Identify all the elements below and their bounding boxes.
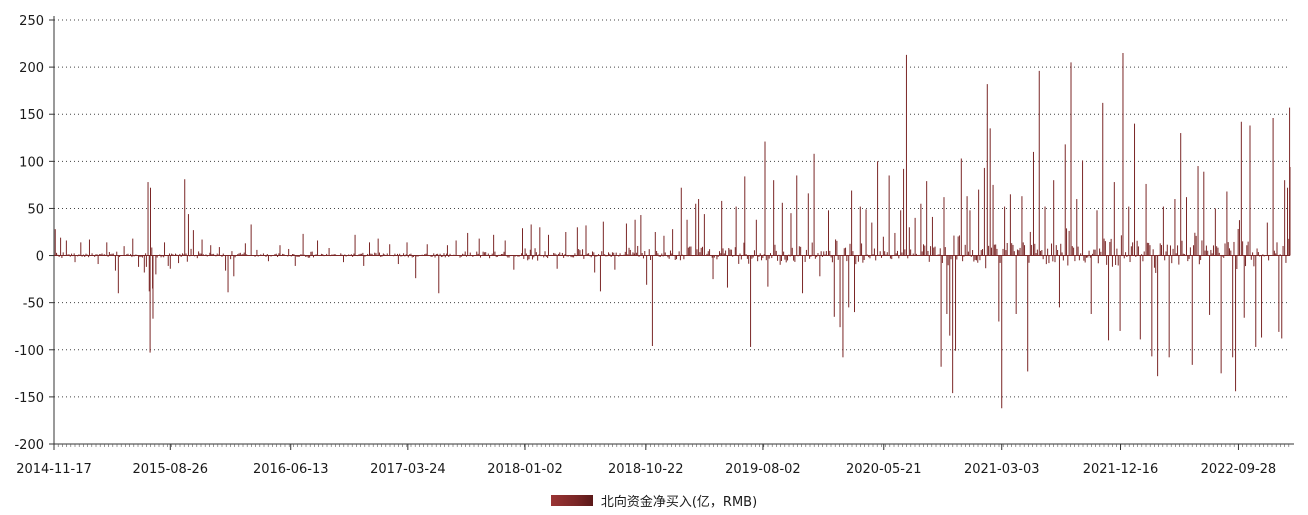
legend-swatch	[550, 494, 593, 506]
x-tick-label: 2018-01-02	[487, 462, 563, 477]
x-tick-label: 2018-10-22	[608, 462, 684, 477]
x-tick-label: 2019-08-02	[725, 462, 801, 477]
y-tick-label: 0	[36, 250, 44, 265]
x-axis-ticks: 2014-11-17 2015-08-26 2016-06-13 2017-03-24…	[16, 444, 1290, 477]
bars	[53, 52, 1291, 409]
y-tick-label: 250	[19, 14, 44, 29]
x-tick-label: 2020-05-21	[846, 462, 922, 477]
axes	[53, 16, 1294, 445]
x-tick-label: 2021-03-03	[964, 462, 1040, 477]
legend: 北向资金净买入(亿，RMB)	[0, 489, 1308, 511]
x-tick-label: 2017-03-24	[370, 462, 446, 477]
y-tick-label: 200	[19, 61, 44, 76]
legend-label: 北向资金净买入(亿，RMB)	[600, 494, 758, 510]
x-tick-label: 2022-09-28	[1201, 462, 1277, 477]
y-axis-ticks: 250 200 150 100 50 0 -50 -100 -150 -200	[14, 14, 54, 453]
y-tick-label: 100	[19, 155, 44, 170]
y-tick-label: 50	[27, 202, 44, 217]
y-tick-label: -100	[14, 344, 44, 359]
y-tick-label: -50	[23, 297, 44, 312]
x-tick-label: 2015-08-26	[133, 462, 209, 477]
y-tick-label: -200	[14, 438, 44, 453]
x-tick-label: 2016-06-13	[253, 462, 329, 477]
bar-chart: 250 200 150 100 50 0 -50 -100 -150 -200 2014-11-1…	[14, 14, 1294, 477]
gridlines	[54, 19, 1290, 445]
x-tick-label: 2021-12-16	[1083, 462, 1159, 477]
y-tick-label: 150	[19, 108, 44, 123]
y-tick-label: -150	[14, 391, 44, 406]
x-tick-label: 2014-11-17	[16, 462, 92, 477]
